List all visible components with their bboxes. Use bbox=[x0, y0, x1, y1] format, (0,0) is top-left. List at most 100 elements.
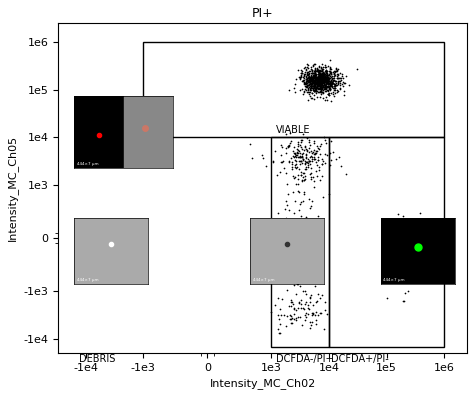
Point bbox=[316, 74, 323, 81]
Point bbox=[277, 142, 284, 148]
Point bbox=[326, 65, 334, 72]
Point bbox=[319, 74, 327, 81]
Point bbox=[319, 76, 326, 83]
Point bbox=[340, 88, 348, 94]
Point bbox=[292, 154, 300, 160]
Point bbox=[308, 76, 316, 82]
Point bbox=[316, 88, 324, 95]
Point bbox=[284, 190, 292, 197]
Point bbox=[310, 78, 318, 85]
Point bbox=[311, 85, 319, 91]
Point bbox=[310, 156, 318, 162]
Point bbox=[328, 81, 336, 88]
Point bbox=[294, 281, 302, 287]
Point bbox=[322, 80, 330, 87]
Point bbox=[328, 137, 335, 144]
Point bbox=[300, 130, 307, 137]
Point bbox=[419, 222, 426, 228]
Point bbox=[294, 147, 302, 153]
Point bbox=[292, 181, 300, 187]
Point bbox=[311, 72, 319, 78]
Point bbox=[302, 87, 310, 93]
Point bbox=[294, 141, 301, 147]
Point bbox=[319, 158, 327, 164]
Point bbox=[306, 68, 313, 74]
Point bbox=[311, 80, 319, 87]
Point bbox=[311, 67, 319, 74]
Point bbox=[315, 67, 322, 74]
Point bbox=[297, 75, 304, 82]
Point bbox=[308, 74, 315, 80]
Point bbox=[310, 82, 318, 88]
Point bbox=[318, 161, 326, 167]
Point bbox=[309, 70, 316, 76]
Point bbox=[334, 88, 341, 94]
Point bbox=[326, 82, 334, 88]
Point bbox=[319, 71, 327, 78]
Point bbox=[313, 83, 320, 89]
Point bbox=[313, 77, 321, 84]
Point bbox=[297, 73, 305, 79]
X-axis label: Intensity_MC_Ch02: Intensity_MC_Ch02 bbox=[210, 378, 316, 389]
Point bbox=[311, 312, 319, 318]
Point bbox=[320, 78, 328, 85]
Point bbox=[310, 88, 318, 94]
Point bbox=[310, 149, 317, 155]
Point bbox=[328, 74, 336, 81]
Point bbox=[303, 80, 311, 86]
Point bbox=[280, 312, 287, 318]
Point bbox=[378, 270, 386, 276]
Point bbox=[308, 292, 315, 299]
Point bbox=[308, 67, 316, 73]
Point bbox=[298, 69, 306, 76]
Point bbox=[317, 80, 324, 87]
Point bbox=[337, 163, 345, 169]
Point bbox=[295, 166, 303, 172]
Point bbox=[291, 88, 299, 95]
Point bbox=[304, 87, 311, 93]
Point bbox=[311, 85, 319, 91]
Point bbox=[300, 74, 307, 80]
Point bbox=[299, 78, 306, 84]
Point bbox=[330, 74, 338, 81]
Point bbox=[313, 66, 321, 72]
Point bbox=[297, 67, 304, 73]
Point bbox=[305, 148, 312, 155]
Point bbox=[415, 271, 423, 277]
Point bbox=[317, 85, 324, 91]
Point bbox=[305, 81, 313, 88]
Point bbox=[324, 75, 331, 82]
Point bbox=[311, 78, 319, 85]
Point bbox=[331, 87, 339, 93]
Point bbox=[314, 67, 322, 73]
Point bbox=[323, 78, 330, 85]
Point bbox=[303, 71, 310, 77]
Point bbox=[309, 75, 317, 82]
Point bbox=[312, 86, 320, 92]
Point bbox=[314, 157, 322, 164]
Point bbox=[305, 82, 312, 88]
Point bbox=[338, 71, 346, 77]
Point bbox=[317, 76, 324, 82]
Point bbox=[341, 80, 349, 86]
Point bbox=[336, 78, 343, 84]
Point bbox=[307, 85, 315, 91]
Point bbox=[299, 150, 307, 156]
Point bbox=[297, 242, 305, 248]
Point bbox=[301, 144, 309, 150]
Point bbox=[312, 76, 320, 82]
Point bbox=[318, 87, 325, 93]
Point bbox=[302, 66, 310, 72]
Point bbox=[295, 299, 303, 305]
Point bbox=[316, 85, 323, 91]
Point bbox=[323, 76, 331, 82]
Point bbox=[292, 249, 300, 255]
Point bbox=[322, 69, 330, 76]
Point bbox=[327, 76, 335, 83]
Point bbox=[328, 83, 336, 89]
Point bbox=[320, 326, 328, 332]
Point bbox=[310, 82, 317, 89]
Point bbox=[324, 83, 332, 89]
Point bbox=[313, 88, 321, 94]
Point bbox=[333, 74, 341, 81]
